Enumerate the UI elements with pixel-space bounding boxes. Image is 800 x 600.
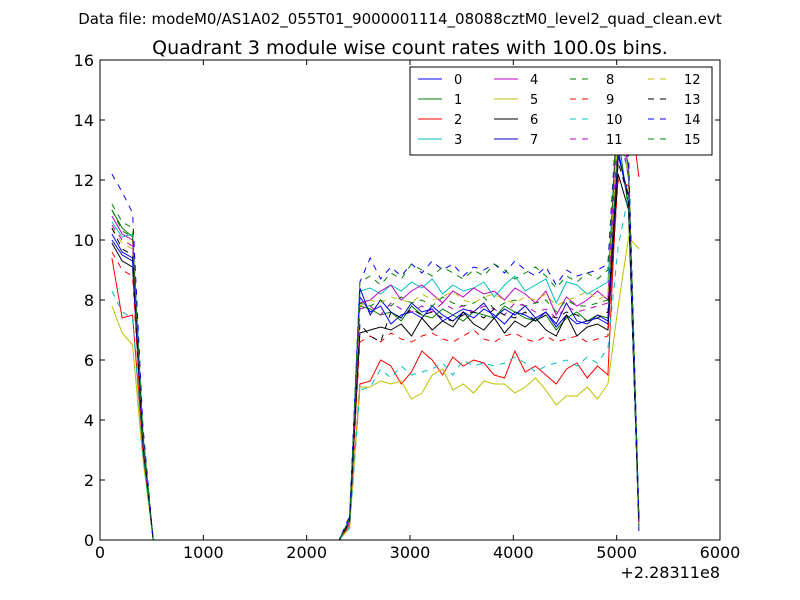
legend-label-4: 4 — [530, 73, 538, 88]
legend-label-10: 10 — [606, 113, 623, 128]
y-tick-label: 6 — [84, 351, 94, 370]
series-line-13 — [111, 161, 640, 541]
series-line-12 — [111, 131, 640, 541]
legend-label-13: 13 — [684, 93, 701, 108]
y-tick-label: 8 — [84, 291, 94, 310]
x-tick-label: 5000 — [596, 543, 637, 562]
series-line-3 — [111, 107, 640, 541]
x-tick-label: 4000 — [493, 543, 534, 562]
legend-label-3: 3 — [454, 133, 462, 148]
y-tick-label: 0 — [84, 531, 94, 550]
legend-label-7: 7 — [530, 133, 538, 148]
x-tick-label: 1000 — [183, 543, 224, 562]
series-line-9 — [111, 179, 640, 541]
x-tick-label: 0 — [95, 543, 105, 562]
series-line-7 — [111, 155, 640, 541]
legend-label-2: 2 — [454, 113, 462, 128]
legend-label-9: 9 — [606, 93, 614, 108]
legend-label-0: 0 — [454, 73, 462, 88]
chart-title: Quadrant 3 module wise count rates with … — [152, 37, 668, 59]
series-line-0 — [111, 149, 640, 541]
legend-label-14: 14 — [684, 113, 701, 128]
x-tick-label: 6000 — [700, 543, 741, 562]
legend-label-15: 15 — [684, 133, 701, 148]
legend-label-12: 12 — [684, 73, 701, 88]
series-line-4 — [111, 95, 640, 541]
legend-label-1: 1 — [454, 93, 462, 108]
legend-label-6: 6 — [530, 113, 538, 128]
series-line-10 — [111, 194, 640, 541]
series-line-1 — [111, 134, 640, 541]
x-offset-label: +2.28311e8 — [620, 563, 720, 582]
legend-label-5: 5 — [530, 93, 538, 108]
y-tick-label: 16 — [74, 51, 94, 70]
legend-label-8: 8 — [606, 73, 614, 88]
legend-box — [409, 66, 713, 156]
series-line-2 — [111, 95, 640, 541]
x-tick-label: 3000 — [390, 543, 431, 562]
y-tick-label: 4 — [84, 411, 94, 430]
series-line-5 — [111, 235, 640, 541]
y-tick-label: 10 — [74, 231, 94, 250]
series-line-6 — [111, 173, 640, 541]
x-tick-label: 2000 — [286, 543, 327, 562]
suptitle: Data file: modeM0/AS1A02_055T01_90000011… — [78, 10, 722, 29]
legend-label-11: 11 — [606, 133, 623, 148]
series-line-11 — [111, 125, 640, 541]
series-line-15 — [111, 101, 640, 541]
y-tick-label: 12 — [74, 171, 94, 190]
y-tick-label: 2 — [84, 471, 94, 490]
series-line-14 — [111, 92, 640, 541]
y-tick-label: 14 — [74, 111, 94, 130]
